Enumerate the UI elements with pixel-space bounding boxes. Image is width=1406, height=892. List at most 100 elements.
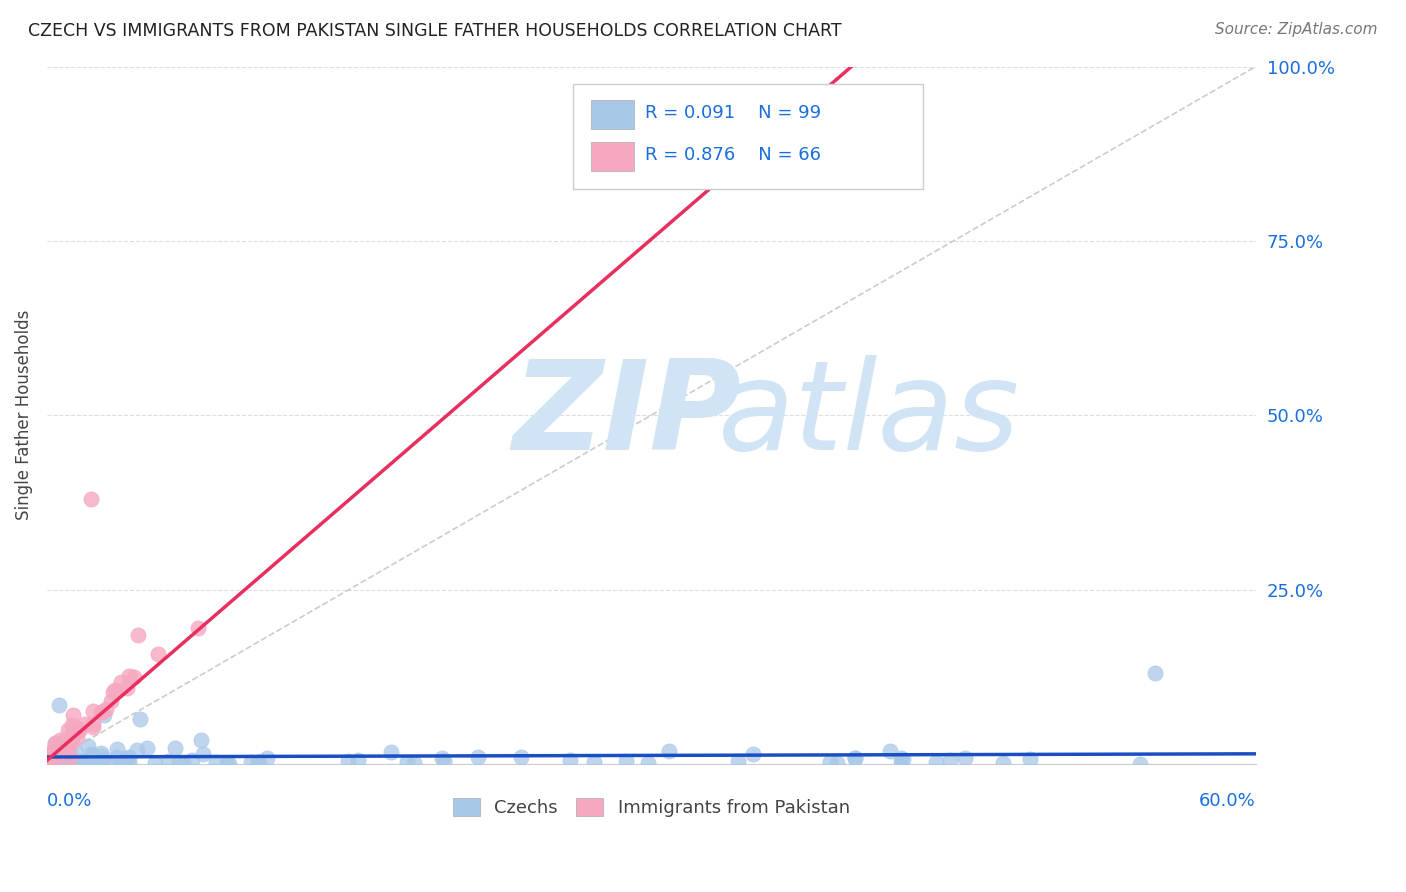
Point bbox=[127, 628, 149, 642]
Point bbox=[38, 756, 60, 771]
Point bbox=[77, 739, 100, 753]
Point bbox=[41, 756, 63, 771]
Point bbox=[38, 751, 60, 765]
Point bbox=[69, 722, 91, 736]
Point bbox=[433, 754, 456, 768]
Point bbox=[890, 751, 912, 765]
Point bbox=[239, 755, 262, 769]
Point bbox=[75, 716, 97, 731]
Point bbox=[49, 733, 72, 747]
Point bbox=[73, 756, 96, 771]
Point bbox=[637, 756, 659, 771]
Point bbox=[118, 669, 141, 683]
Point bbox=[55, 731, 77, 746]
Point bbox=[58, 731, 80, 745]
Point bbox=[59, 731, 82, 745]
Text: atlas: atlas bbox=[717, 355, 1019, 475]
Text: ZIP: ZIP bbox=[512, 355, 741, 475]
Point bbox=[1143, 666, 1166, 681]
Point bbox=[91, 748, 114, 763]
Point bbox=[165, 741, 187, 756]
Point bbox=[187, 621, 209, 635]
Point bbox=[42, 751, 65, 765]
Point bbox=[66, 723, 89, 738]
FancyBboxPatch shape bbox=[572, 84, 924, 188]
Point bbox=[82, 704, 104, 718]
Point bbox=[39, 746, 62, 760]
Point bbox=[56, 744, 79, 758]
Point bbox=[90, 746, 112, 760]
Point bbox=[190, 733, 212, 747]
Point bbox=[879, 744, 901, 758]
Point bbox=[59, 756, 82, 770]
Point bbox=[38, 748, 60, 763]
Point bbox=[105, 742, 128, 756]
Point bbox=[939, 753, 962, 767]
Point bbox=[347, 753, 370, 767]
Point bbox=[181, 753, 204, 767]
Point bbox=[727, 755, 749, 769]
Point bbox=[63, 744, 86, 758]
Point bbox=[115, 751, 138, 765]
Point bbox=[38, 750, 60, 764]
Point bbox=[56, 744, 79, 758]
FancyBboxPatch shape bbox=[591, 142, 634, 171]
Point bbox=[742, 747, 765, 762]
Point bbox=[44, 752, 66, 766]
FancyBboxPatch shape bbox=[591, 100, 634, 129]
Point bbox=[46, 754, 69, 768]
Point bbox=[41, 753, 63, 767]
Point bbox=[218, 756, 240, 771]
Point bbox=[191, 747, 214, 761]
Point bbox=[52, 743, 75, 757]
Point bbox=[80, 747, 103, 762]
Point bbox=[125, 743, 148, 757]
Point bbox=[65, 756, 87, 771]
Point bbox=[118, 756, 141, 770]
Point bbox=[509, 749, 531, 764]
Point bbox=[39, 755, 62, 769]
Point bbox=[53, 746, 76, 760]
Point bbox=[83, 753, 105, 767]
Point bbox=[80, 491, 103, 506]
Point bbox=[430, 751, 453, 765]
Point bbox=[45, 747, 67, 762]
Point bbox=[91, 755, 114, 769]
Point bbox=[53, 755, 76, 769]
Text: 0.0%: 0.0% bbox=[46, 792, 93, 810]
Point bbox=[79, 747, 101, 762]
Point bbox=[63, 755, 86, 769]
Point bbox=[91, 705, 114, 719]
Text: 60.0%: 60.0% bbox=[1199, 792, 1256, 810]
Point bbox=[104, 683, 127, 698]
Point bbox=[396, 755, 419, 769]
Point bbox=[52, 736, 75, 750]
Point bbox=[45, 750, 67, 764]
Point bbox=[70, 754, 93, 768]
Point bbox=[246, 755, 269, 769]
Point bbox=[65, 723, 87, 738]
Point bbox=[42, 756, 65, 771]
Point bbox=[60, 735, 83, 749]
Point bbox=[110, 756, 132, 770]
Point bbox=[993, 756, 1015, 770]
Point bbox=[157, 754, 180, 768]
Point bbox=[46, 747, 69, 761]
Point bbox=[172, 756, 194, 770]
Point bbox=[46, 753, 69, 767]
Point bbox=[38, 755, 60, 769]
Point bbox=[93, 708, 115, 723]
Point bbox=[62, 726, 84, 740]
Point bbox=[49, 750, 72, 764]
Point bbox=[925, 755, 948, 769]
Point bbox=[101, 755, 124, 769]
Point bbox=[844, 751, 866, 765]
Point bbox=[55, 740, 77, 755]
Point bbox=[56, 740, 79, 755]
Point bbox=[90, 705, 112, 719]
Point bbox=[100, 694, 122, 708]
Text: R = 0.876    N = 66: R = 0.876 N = 66 bbox=[645, 146, 821, 164]
Point bbox=[247, 755, 270, 769]
Point bbox=[56, 723, 79, 738]
Point bbox=[38, 752, 60, 766]
